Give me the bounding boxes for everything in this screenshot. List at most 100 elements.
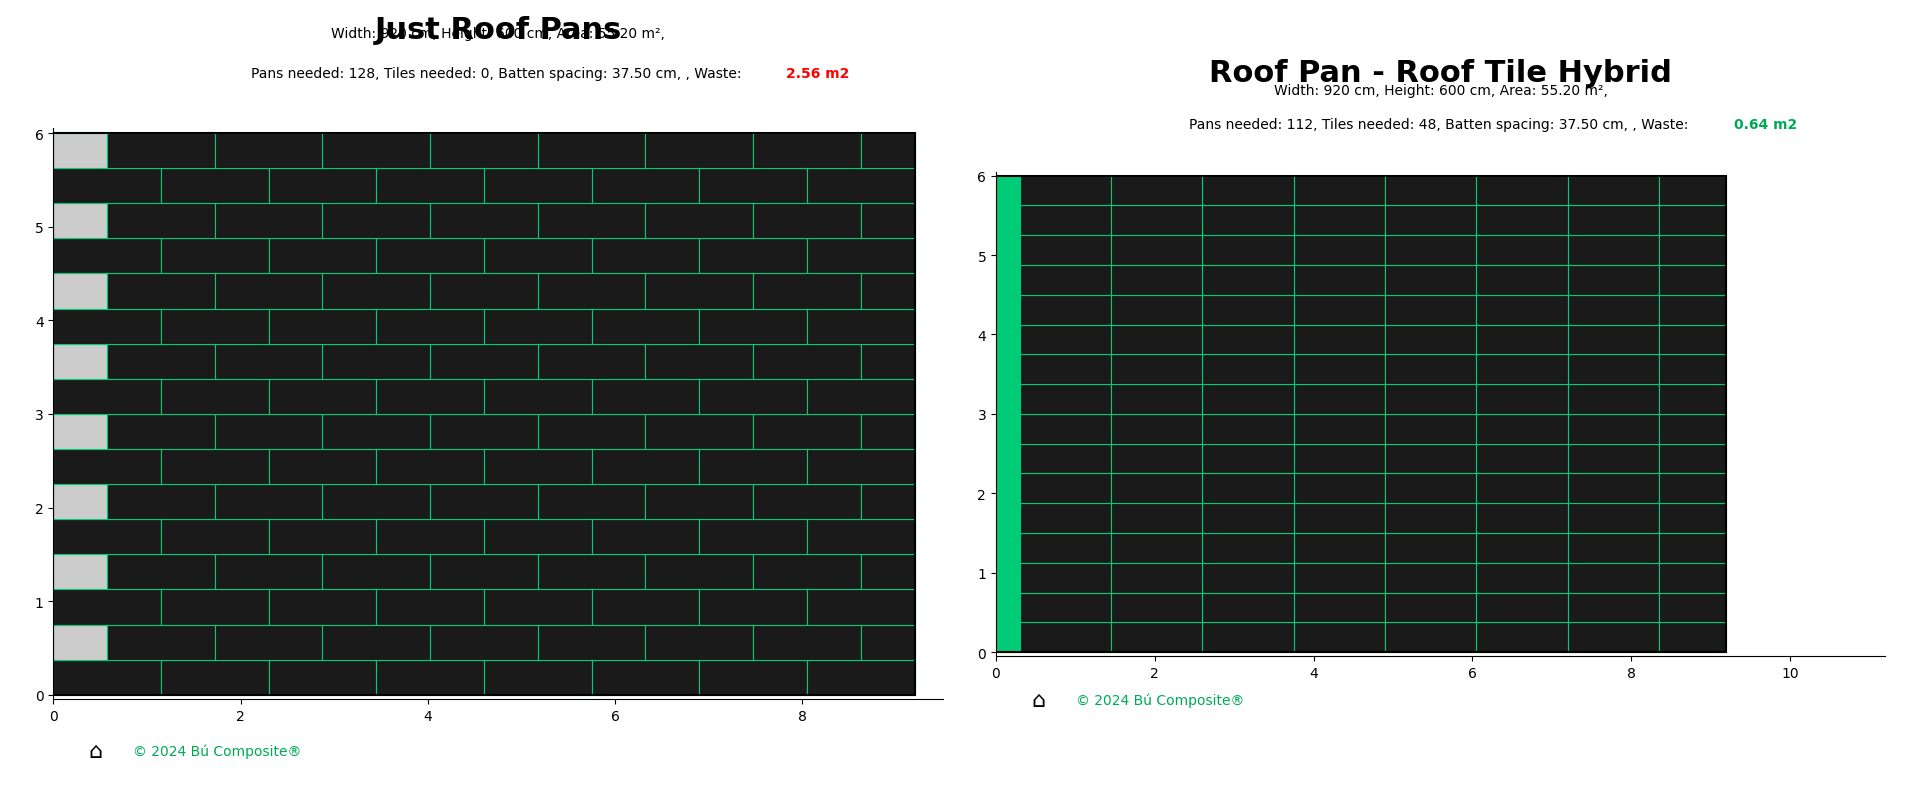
Bar (215, 204, 323, 239)
Bar (376, 380, 484, 414)
Bar (1112, 534, 1202, 563)
Text: © 2024 Bú Composite®: © 2024 Bú Composite® (132, 744, 301, 758)
Bar (1476, 504, 1567, 534)
Bar (1384, 414, 1476, 444)
Bar (1384, 266, 1476, 295)
Bar (269, 380, 376, 414)
Bar (323, 204, 430, 239)
Bar (538, 134, 645, 169)
Bar (269, 660, 376, 695)
Bar (108, 274, 215, 309)
Bar (215, 414, 323, 449)
Bar (484, 309, 591, 344)
Bar (269, 520, 376, 555)
Bar (484, 449, 591, 484)
Bar (1567, 266, 1659, 295)
Bar (161, 660, 269, 695)
Bar (1567, 295, 1659, 325)
Bar (1020, 177, 1112, 206)
Bar (1384, 384, 1476, 414)
Bar (1476, 355, 1567, 384)
Bar (1112, 593, 1202, 623)
Bar (108, 204, 215, 239)
Bar (215, 555, 323, 590)
Bar (1659, 295, 1726, 325)
Bar (54, 169, 161, 204)
Bar (996, 444, 1020, 474)
Bar (430, 344, 538, 380)
Bar (376, 520, 484, 555)
Bar (1294, 593, 1384, 623)
Bar (1659, 325, 1726, 355)
Bar (1020, 206, 1112, 236)
Bar (1567, 474, 1659, 504)
Bar (1384, 236, 1476, 266)
Bar (1567, 236, 1659, 266)
Bar (645, 484, 753, 520)
Bar (1476, 444, 1567, 474)
Bar (699, 590, 806, 624)
Bar (54, 660, 161, 695)
Bar (538, 414, 645, 449)
Bar (996, 414, 1020, 444)
Bar (860, 555, 914, 590)
Bar (1202, 534, 1294, 563)
Bar (1020, 266, 1112, 295)
Bar (1020, 593, 1112, 623)
Bar (1202, 474, 1294, 504)
Bar (1476, 593, 1567, 623)
Bar (753, 134, 860, 169)
Bar (1567, 534, 1659, 563)
Bar (699, 239, 806, 274)
Bar (1202, 444, 1294, 474)
Bar (323, 344, 430, 380)
Bar (806, 520, 914, 555)
Bar (1567, 206, 1659, 236)
Bar (860, 204, 914, 239)
Bar (1020, 384, 1112, 414)
Bar (1567, 414, 1659, 444)
Bar (538, 624, 645, 660)
Bar (1476, 623, 1567, 652)
Bar (1202, 295, 1294, 325)
Bar (860, 344, 914, 380)
Bar (430, 555, 538, 590)
Bar (1020, 355, 1112, 384)
Bar (1202, 266, 1294, 295)
Bar (996, 325, 1020, 355)
Bar (1384, 295, 1476, 325)
Bar (215, 484, 323, 520)
Bar (1567, 384, 1659, 414)
Bar (806, 590, 914, 624)
Bar (54, 555, 108, 590)
Bar (215, 134, 323, 169)
Bar (484, 169, 591, 204)
Bar (215, 624, 323, 660)
Bar (161, 520, 269, 555)
Bar (806, 380, 914, 414)
Bar (806, 309, 914, 344)
Bar (699, 449, 806, 484)
Bar (1020, 623, 1112, 652)
Bar (860, 134, 914, 169)
Bar (1202, 563, 1294, 593)
Bar (54, 204, 108, 239)
Bar (269, 239, 376, 274)
Bar (215, 344, 323, 380)
Text: 0.64 m2: 0.64 m2 (1734, 118, 1797, 131)
Bar (1659, 593, 1726, 623)
Bar (54, 590, 161, 624)
Bar (538, 204, 645, 239)
Bar (996, 177, 1726, 652)
Bar (996, 563, 1020, 593)
Bar (376, 239, 484, 274)
Bar (1294, 236, 1384, 266)
Bar (996, 177, 1020, 206)
Bar (1659, 504, 1726, 534)
Bar (1659, 384, 1726, 414)
Bar (806, 169, 914, 204)
Bar (699, 660, 806, 695)
Bar (1659, 623, 1726, 652)
Bar (269, 169, 376, 204)
Bar (996, 474, 1020, 504)
